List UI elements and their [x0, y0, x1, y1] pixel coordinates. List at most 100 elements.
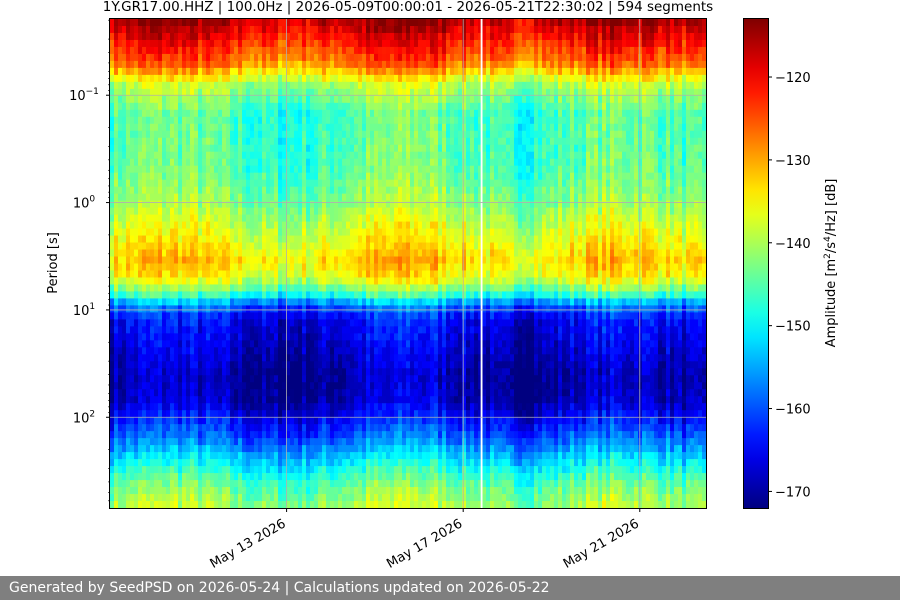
heatmap-cell [110, 207, 115, 216]
heatmap-cell [474, 130, 479, 139]
heatmap-cell [458, 207, 463, 216]
heatmap-cell [478, 214, 483, 223]
heatmap-cell [554, 165, 559, 174]
heatmap-cell [166, 67, 171, 76]
heatmap-cell [546, 81, 551, 90]
heatmap-cell [482, 228, 487, 237]
heatmap-cell [290, 221, 295, 230]
heatmap-cell [402, 228, 407, 237]
heatmap-cell [310, 19, 315, 27]
heatmap-cell [534, 193, 539, 202]
heatmap-cell [498, 46, 503, 55]
heatmap-cell [394, 228, 399, 237]
heatmap-cell [130, 46, 135, 55]
heatmap-cell [334, 19, 339, 27]
heatmap-cell [486, 46, 491, 55]
heatmap-cell [654, 172, 659, 181]
heatmap-cell [278, 249, 283, 258]
heatmap-cell [486, 95, 491, 104]
heatmap-cell [438, 25, 443, 34]
heatmap-cell [442, 88, 447, 97]
heatmap-cell [410, 74, 415, 83]
heatmap-cell [346, 102, 351, 111]
heatmap-cell [522, 200, 527, 209]
heatmap-cell [122, 39, 127, 48]
heatmap-cell [446, 214, 451, 223]
heatmap-cell [446, 60, 451, 69]
heatmap-cell [462, 39, 467, 48]
heatmap-cell [218, 60, 223, 69]
heatmap-cell [678, 179, 683, 188]
heatmap-cell [390, 123, 395, 132]
heatmap-cell [650, 102, 655, 111]
heatmap-cell [194, 172, 199, 181]
heatmap-cell [354, 151, 359, 160]
heatmap-cell [398, 74, 403, 83]
heatmap-cell [658, 88, 663, 97]
heatmap-cell [126, 158, 131, 167]
heatmap-cell [662, 60, 667, 69]
heatmap-cell [538, 88, 543, 97]
heatmap-cell [134, 165, 139, 174]
heatmap-cell [482, 235, 487, 244]
heatmap-cell [426, 74, 431, 83]
heatmap-cell [402, 235, 407, 244]
heatmap-cell [198, 165, 203, 174]
heatmap-cell [362, 67, 367, 76]
heatmap-cell [186, 130, 191, 139]
heatmap-cell [694, 158, 699, 167]
heatmap-cell [582, 32, 587, 41]
heatmap-cell [406, 179, 411, 188]
heatmap-cell [662, 123, 667, 132]
heatmap-cell [162, 25, 167, 34]
heatmap-cell [522, 130, 527, 139]
heatmap-cell [422, 144, 427, 153]
heatmap-cell [118, 95, 123, 104]
heatmap-cell [430, 123, 435, 132]
heatmap-cell [258, 207, 263, 216]
heatmap-cell [210, 95, 215, 104]
heatmap-cell [242, 88, 247, 97]
heatmap-cell [618, 151, 623, 160]
heatmap-cell [678, 137, 683, 146]
heatmap-cell [682, 102, 687, 111]
heatmap-cell [422, 214, 427, 223]
heatmap-cell [222, 130, 227, 139]
heatmap-cell [550, 186, 555, 195]
heatmap-cell [542, 242, 547, 251]
heatmap-cell [166, 207, 171, 216]
heatmap-cell [426, 130, 431, 139]
heatmap-cell [154, 123, 159, 132]
heatmap-cell [594, 19, 599, 27]
heatmap-cell [398, 228, 403, 237]
heatmap-cell [642, 74, 647, 83]
heatmap-cell [686, 186, 691, 195]
heatmap-cell [686, 207, 691, 216]
heatmap-cell [674, 53, 679, 62]
heatmap-cell [602, 74, 607, 83]
heatmap-cell [406, 214, 411, 223]
heatmap-cell [142, 95, 147, 104]
heatmap-cell [450, 81, 455, 90]
heatmap-cell [222, 137, 227, 146]
heatmap-cell [478, 46, 483, 55]
heatmap-cell [130, 249, 135, 258]
heatmap-cell [610, 109, 615, 118]
heatmap-cell [382, 172, 387, 181]
heatmap-cell [662, 151, 667, 160]
heatmap-cell [474, 88, 479, 97]
heatmap-cell [618, 130, 623, 139]
heatmap-cell [614, 172, 619, 181]
heatmap-cell [198, 67, 203, 76]
heatmap-cell [498, 130, 503, 139]
heatmap-cell [294, 67, 299, 76]
heatmap-cell [562, 179, 567, 188]
heatmap-cell [158, 123, 163, 132]
heatmap-cell [622, 221, 627, 230]
heatmap-cell [462, 186, 467, 195]
heatmap-cell [370, 193, 375, 202]
heatmap-cell [398, 193, 403, 202]
heatmap-cell [502, 60, 507, 69]
heatmap-cell [114, 25, 119, 34]
heatmap-cell [526, 221, 531, 230]
